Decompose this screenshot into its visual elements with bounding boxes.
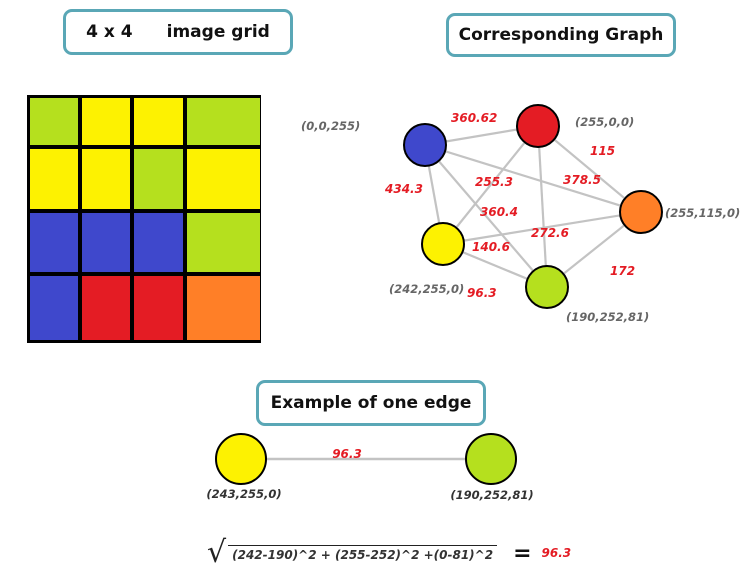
graph-title: Corresponding Graph — [446, 13, 676, 57]
grid-cell-r4-c2 — [82, 276, 134, 340]
edge-example-title: Example of one edge — [256, 380, 486, 426]
edge-weight-red-green: 272.6 — [531, 226, 569, 240]
node-label-red: (255,0,0) — [575, 115, 634, 129]
edge-red-green — [536, 125, 549, 288]
edge-weight-yellow-green: 96.3 — [467, 286, 497, 300]
formula-expression: (242-190)^2 + (255-252)^2 +(0-81)^2 — [228, 544, 498, 562]
grid-cell-r3-c1 — [30, 213, 82, 276]
edge-weight-red-yellow: 255.3 — [475, 175, 513, 189]
image-grid — [27, 95, 261, 343]
grid-cell-r2-c1 — [30, 149, 82, 213]
node-orange — [619, 190, 663, 234]
grid-cell-r3-c4 — [187, 213, 260, 276]
node-yellow — [421, 222, 465, 266]
node-label-blue: (0,0,255) — [301, 119, 360, 133]
edge-weight-blue-red: 360.62 — [451, 111, 497, 125]
node-red — [516, 104, 560, 148]
example-node-right — [465, 433, 517, 485]
grid-cell-r3-c2 — [82, 213, 134, 276]
grid-cell-r1-c1 — [30, 98, 82, 149]
edge-red-yellow — [442, 125, 539, 245]
grid-cell-r1-c3 — [134, 98, 187, 149]
sqrt-icon: √ — [207, 535, 227, 570]
grid-title-text: image grid — [166, 22, 270, 42]
edge-weight-blue-orange: 378.5 — [563, 173, 601, 187]
grid-cell-r4-c1 — [30, 276, 82, 340]
formula-result: 96.3 — [541, 546, 572, 560]
grid-cell-r2-c4 — [187, 149, 260, 213]
example-node-left — [215, 433, 267, 485]
grid-title-size: 4 x 4 — [86, 22, 133, 42]
node-label-orange: (255,115,0) — [665, 206, 740, 220]
formula-equals: = — [513, 540, 532, 566]
edge-weight-blue-yellow: 434.3 — [384, 182, 423, 196]
edge-weight-green-orange: 172 — [610, 264, 635, 278]
edge-blue-orange — [424, 143, 642, 214]
grid-cell-r2-c3 — [134, 149, 187, 213]
edge-red-orange — [537, 125, 642, 213]
grid-cell-r1-c4 — [187, 98, 260, 149]
grid-title: 4 x 4 image grid — [63, 9, 293, 55]
grid-cell-r2-c2 — [82, 149, 134, 213]
node-blue — [403, 123, 447, 167]
grid-cell-r4-c4 — [187, 276, 260, 340]
grid-cell-r1-c2 — [82, 98, 134, 149]
example-node-right-label: (190,252,81) — [450, 488, 533, 502]
example-node-left-label: (243,255,0) — [206, 487, 281, 501]
edge-weight-red-orange: 115 — [590, 144, 615, 158]
distance-formula: √ (242-190)^2 + (255-252)^2 +(0-81)^2 = … — [207, 536, 571, 570]
edge-yellow-orange — [442, 210, 642, 246]
grid-cell-r3-c3 — [134, 213, 187, 276]
edge-weight-yellow-orange: 140.6 — [472, 240, 510, 254]
edge-blue-green — [424, 144, 548, 288]
node-green — [525, 265, 569, 309]
example-edge-weight: 96.3 — [332, 447, 362, 461]
grid-cell-r4-c3 — [134, 276, 187, 340]
node-label-green: (190,252,81) — [566, 310, 649, 324]
node-label-yellow: (242,255,0) — [389, 282, 464, 296]
edge-weight-blue-green: 360.4 — [480, 205, 518, 219]
